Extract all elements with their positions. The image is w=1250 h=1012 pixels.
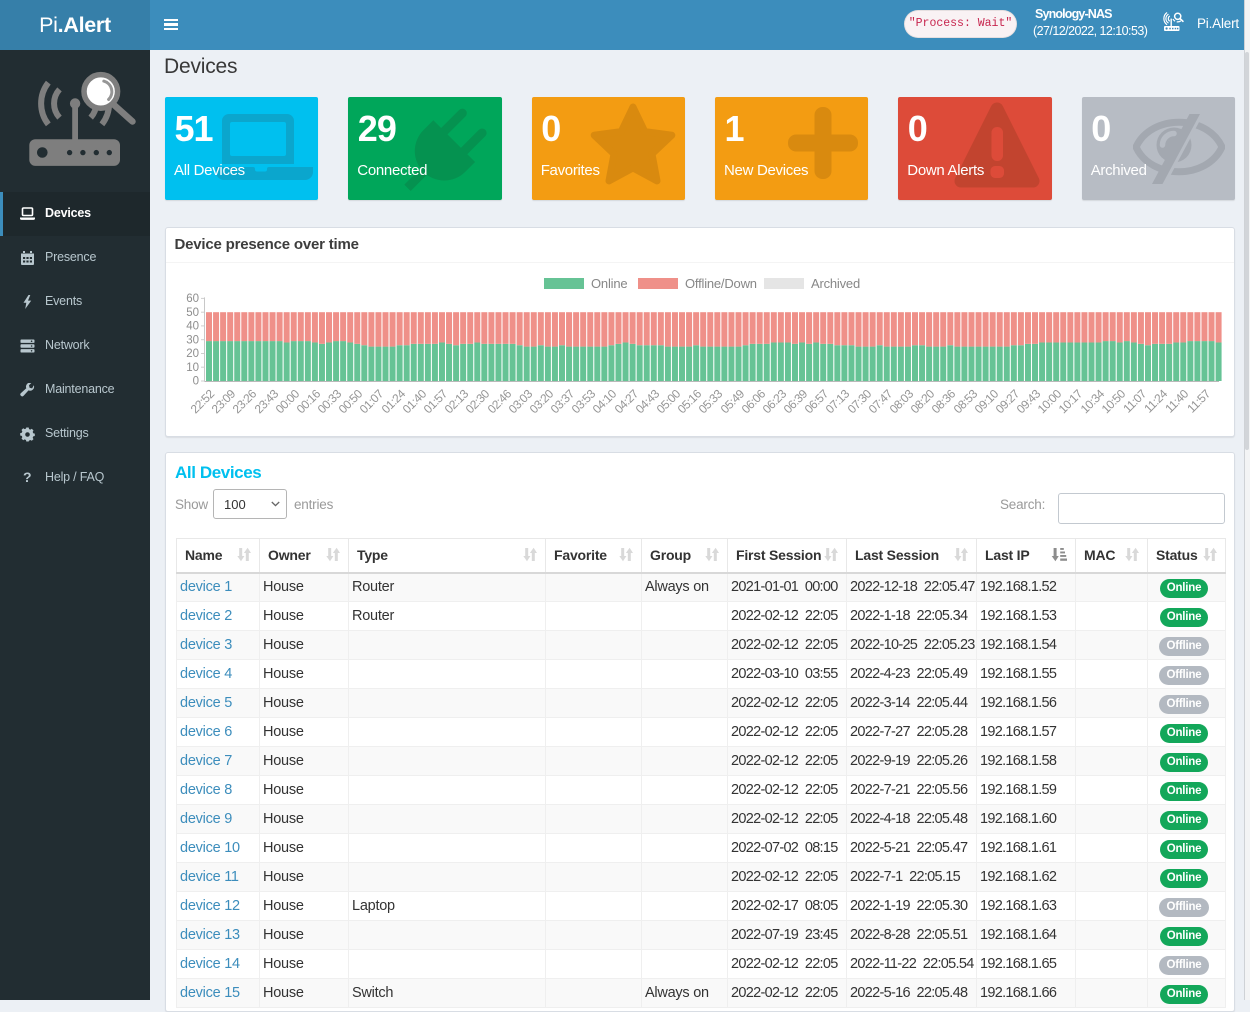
svg-text:40: 40: [186, 321, 199, 333]
svg-text:50: 50: [186, 307, 199, 319]
svg-text:20: 20: [186, 348, 199, 360]
svg-text:10: 10: [186, 362, 199, 374]
svg-text:30: 30: [186, 334, 199, 346]
svg-text:60: 60: [186, 293, 199, 305]
svg-text:0: 0: [193, 376, 199, 388]
